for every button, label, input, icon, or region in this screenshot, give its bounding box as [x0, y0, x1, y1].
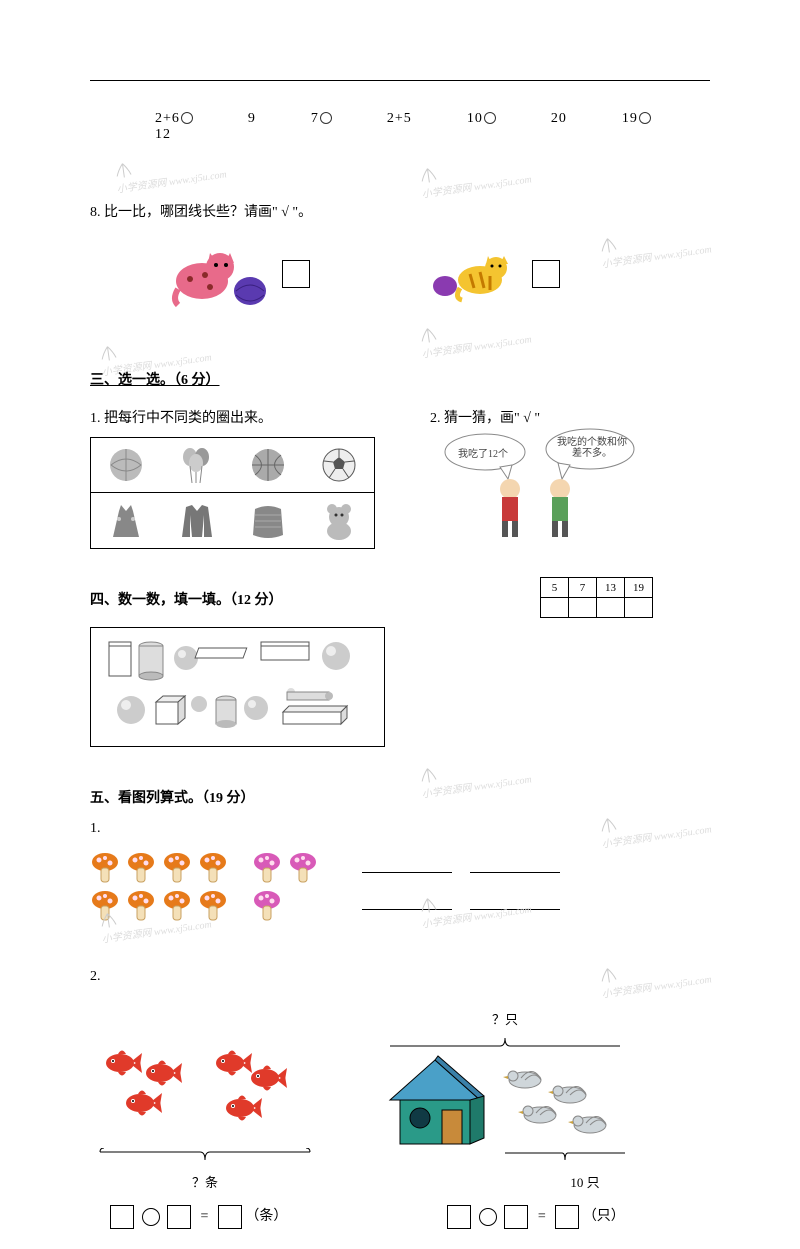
q-mark-top: ？只 [380, 1009, 630, 1028]
bottom-equations: = （条） = （只） [110, 1205, 710, 1229]
mushroom-icon [252, 851, 282, 885]
section-3-title: 三、选一选。（6 分） [90, 369, 710, 389]
volleyball-icon [101, 443, 151, 487]
teddy-icon [314, 499, 364, 543]
watermark: 小学资源网 www.xj5u.com [418, 152, 532, 200]
cat-pink-icon [160, 239, 270, 309]
mushroom-icon [90, 851, 120, 885]
equation-bird: = （只） [447, 1205, 624, 1229]
eq-unit: （只） [583, 1209, 625, 1224]
s3-sub2: 2. 猜一猜，画" √ " [430, 407, 710, 427]
mushroom-icon [288, 851, 318, 885]
mushroom-icon [198, 889, 228, 923]
s5-q1-label: 1. [90, 821, 101, 836]
eq-box[interactable] [504, 1205, 528, 1229]
section-5-title: 五、看图列算式。（19 分） [90, 787, 710, 807]
table-header-cell: 13 [597, 578, 625, 598]
balloons-icon [172, 443, 222, 487]
cat-group-2 [430, 239, 560, 309]
section-3-title-text: 三、选一选。（6 分） [90, 373, 220, 388]
mushroom-icon [162, 889, 192, 923]
brace-top-icon [380, 1032, 630, 1050]
basketball-icon [243, 443, 293, 487]
section-3-right: 2. 猜一猜，画" √ " 我吃了12个 我吃的个数和你差不多。 [430, 397, 710, 547]
watermark: 小学资源网 www.xj5u.com [113, 147, 227, 195]
section-3-left: 1. 把每行中不同类的圈出来。 [90, 397, 390, 549]
classify-row-1 [91, 438, 374, 493]
table-header-cell: 7 [569, 578, 597, 598]
eq-op[interactable] [479, 1208, 497, 1226]
shapes-box [90, 627, 385, 747]
puffer-icon [243, 499, 293, 543]
checkbox-1[interactable] [282, 260, 310, 288]
eq-op[interactable] [142, 1208, 160, 1226]
table-header-cell: 5 [541, 578, 569, 598]
mushroom-icon [252, 889, 282, 923]
eq-box[interactable] [167, 1205, 191, 1229]
comparison-item: 1020 [467, 111, 567, 126]
eq-box[interactable] [218, 1205, 242, 1229]
speech-right: 我吃的个数和你差不多。 [555, 437, 629, 459]
mushroom-row [90, 851, 710, 923]
eq-unit: （条） [245, 1209, 287, 1224]
fish-col: ？条 [90, 1038, 320, 1191]
classify-row-2 [91, 493, 374, 548]
birds-icon [500, 1060, 630, 1150]
classify-grid [90, 437, 375, 549]
comparison-row: 2+6972+510201912 [155, 111, 710, 143]
eq-box[interactable] [555, 1205, 579, 1229]
kids-scene: 我吃了12个 我吃的个数和你差不多。 571319 [430, 427, 710, 547]
mushroom-icon [126, 851, 156, 885]
guess-cell[interactable] [569, 598, 597, 618]
s5-q1: 1. [90, 821, 710, 923]
fish-count-label: ？条 [90, 1172, 320, 1191]
blank[interactable] [362, 896, 452, 910]
equation-fish: = （条） [110, 1205, 287, 1229]
dress-icon [101, 499, 151, 543]
checkbox-2[interactable] [532, 260, 560, 288]
section-3-body: 1. 把每行中不同类的圈出来。 2. 猜一猜，画" √ " [90, 397, 710, 549]
jacket-icon [172, 499, 222, 543]
mushroom-icon [90, 889, 120, 923]
birdhouse-icon [380, 1050, 490, 1150]
speech-left: 我吃了12个 [458, 445, 508, 460]
table-header-cell: 19 [625, 578, 653, 598]
guess-cell[interactable] [541, 598, 569, 618]
brace-icon [90, 1148, 320, 1166]
cat-yarn-row [90, 239, 710, 309]
section-5-title-text: 五、看图列算式。（19 分） [90, 791, 255, 806]
guess-cell[interactable] [625, 598, 653, 618]
q8-text: 8. 比一比，哪团线长些？请画" √ "。 [90, 205, 312, 220]
s3-sub1: 1. 把每行中不同类的圈出来。 [90, 407, 390, 427]
fish-house-row: ？条 ？只 [90, 1003, 710, 1191]
worksheet-page: 小学资源网 www.xj5u.com 小学资源网 www.xj5u.com 小学… [0, 0, 800, 1249]
brace-birds-icon [500, 1150, 630, 1166]
bird-count-label: 10 只 [540, 1172, 630, 1191]
house-bird-col: ？只 10 [380, 1003, 630, 1191]
soccer-icon [314, 443, 364, 487]
watermark: 小学资源网 www.xj5u.com [418, 312, 532, 360]
blank[interactable] [470, 859, 560, 873]
blank[interactable] [470, 896, 560, 910]
equation-blanks [362, 859, 578, 915]
guess-cell[interactable] [597, 598, 625, 618]
eq-box[interactable] [110, 1205, 134, 1229]
question-8: 8. 比一比，哪团线长些？请画" √ "。 [90, 201, 710, 309]
blank[interactable] [362, 859, 452, 873]
mushroom-icon [126, 889, 156, 923]
s5-q2: 2. ？条 ？只 [90, 969, 710, 1229]
mushroom-icon [162, 851, 192, 885]
solids-icon [91, 628, 386, 748]
cat-yellow-icon [430, 244, 520, 304]
mushroom-grid [90, 851, 318, 923]
guess-table: 571319 [540, 577, 653, 618]
cat-group-1 [160, 239, 310, 309]
comparison-item: 72+5 [311, 111, 412, 126]
top-rule [90, 80, 710, 81]
s5-q2-label: 2. [90, 969, 101, 984]
eq-box[interactable] [447, 1205, 471, 1229]
mushroom-icon [198, 851, 228, 885]
comparison-item: 2+69 [155, 111, 256, 126]
section-4-title-text: 四、数一数，填一填。（12 分） [90, 593, 283, 608]
